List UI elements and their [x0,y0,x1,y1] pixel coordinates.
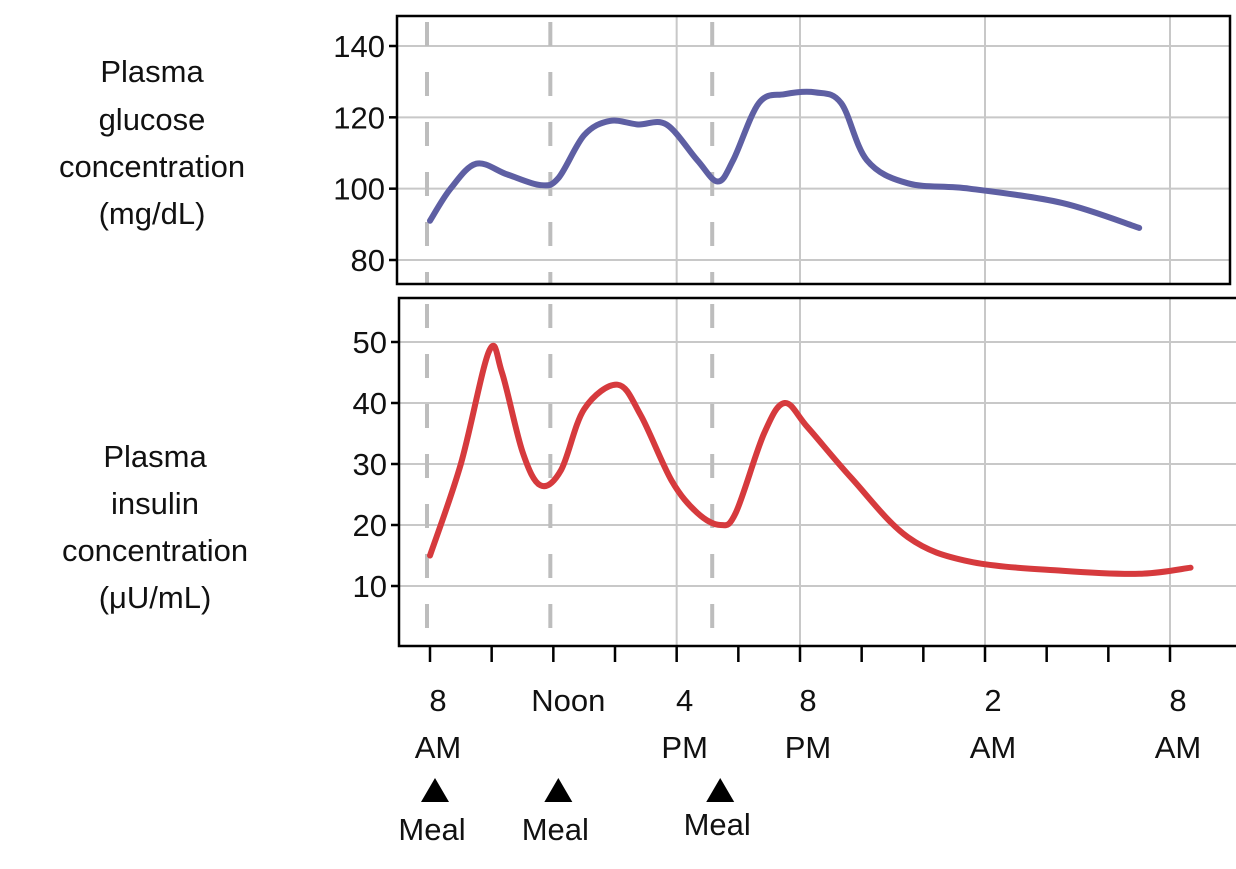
x-tick-label: 8 [1169,683,1186,718]
meal-triangle-up-icon [706,778,735,802]
x-tick-label: 4 [676,683,693,718]
x-tick-label: Noon [531,683,605,718]
glucose-y-axis-label: Plasma glucose concentration (mg/dL) [59,54,245,231]
meal-label: Meal [522,812,589,847]
x-tick-label: AM [415,730,462,765]
insulin-y-tick-label: 20 [353,508,387,543]
glucose-ylabel-line: glucose [99,102,206,137]
x-tick-label: PM [785,730,832,765]
x-tick-label: AM [970,730,1017,765]
meal-label: Meal [684,807,751,842]
insulin-ylabel-line: (μU/mL) [99,580,212,615]
insulin-y-tick-label: 40 [353,386,387,421]
glucose-curve [427,88,1143,231]
glucose-y-tick-label: 120 [333,100,385,135]
x-tick-label: PM [661,730,708,765]
insulin-y-axis-label: Plasma insulin concentration (μU/mL) [62,439,248,615]
insulin-y-tick-label: 50 [353,325,387,360]
x-tick-label: 8 [799,683,816,718]
glucose-ylabel-line: Plasma [100,54,204,89]
meal-triangle-up-icon [421,778,449,802]
meal-triangle-up-icon [544,778,573,802]
glucose-ylabel-line: (mg/dL) [99,196,206,231]
glucose-y-tick-label: 100 [333,172,385,207]
meal-label: Meal [398,812,465,847]
glucose-plot-frame [395,14,1232,286]
x-tick-label: 8 [429,683,446,718]
glucose-ylabel-line: concentration [59,149,245,184]
insulin-y-tick-label: 10 [353,569,387,604]
insulin-y-tick-label: 30 [353,447,387,482]
insulin-curve [427,342,1194,577]
insulin-ylabel-line: Plasma [103,439,207,474]
insulin-ylabel-line: insulin [111,486,199,521]
x-tick-label: 2 [984,683,1001,718]
x-tick-label: AM [1155,730,1202,765]
glucose-y-tick-label: 80 [351,243,385,278]
glucose-y-tick-label: 140 [333,29,385,64]
insulin-ylabel-line: concentration [62,533,248,568]
insulin-plot-frame [397,296,1236,648]
